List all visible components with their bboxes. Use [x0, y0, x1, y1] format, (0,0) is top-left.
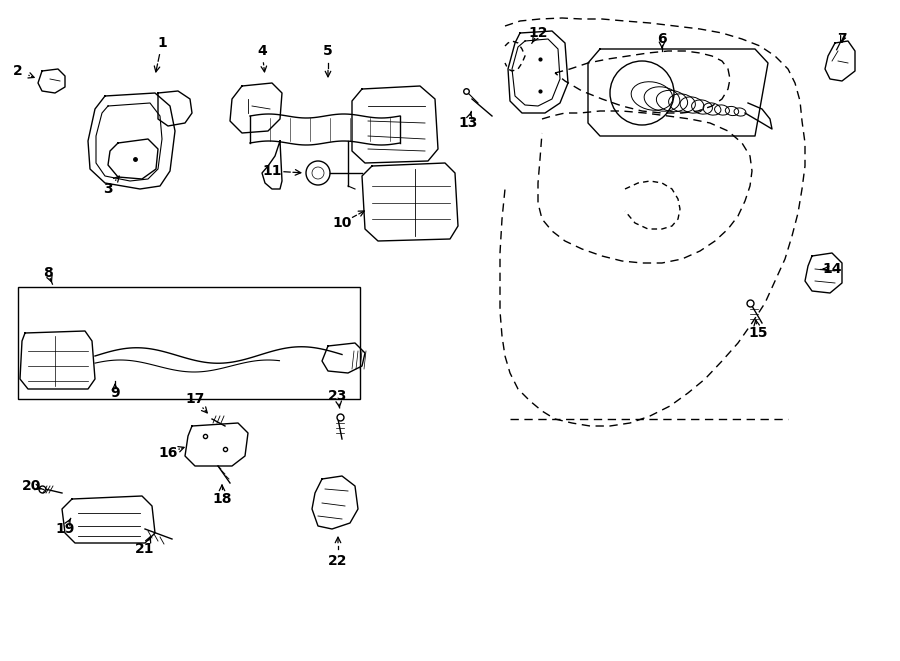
- Text: 10: 10: [332, 216, 352, 230]
- Text: 17: 17: [185, 392, 204, 406]
- Text: 1: 1: [158, 36, 166, 50]
- Text: 8: 8: [43, 266, 53, 280]
- Text: 20: 20: [22, 479, 41, 493]
- Text: 14: 14: [823, 262, 842, 276]
- Text: 6: 6: [657, 32, 667, 46]
- Text: 9: 9: [110, 386, 120, 400]
- Text: 15: 15: [748, 326, 768, 340]
- Text: 21: 21: [135, 542, 155, 556]
- Text: 4: 4: [257, 44, 267, 58]
- Text: 16: 16: [158, 446, 177, 460]
- Text: 5: 5: [323, 44, 333, 58]
- Text: 11: 11: [262, 164, 282, 178]
- Text: 23: 23: [328, 389, 347, 403]
- Text: 13: 13: [458, 116, 478, 130]
- Text: 19: 19: [55, 522, 75, 536]
- Text: 3: 3: [104, 182, 112, 196]
- Text: 2: 2: [14, 64, 22, 78]
- Text: 12: 12: [528, 26, 548, 40]
- Text: 22: 22: [328, 554, 347, 568]
- Text: 18: 18: [212, 492, 232, 506]
- Text: 7: 7: [837, 32, 847, 46]
- Bar: [18, 287, 360, 399]
